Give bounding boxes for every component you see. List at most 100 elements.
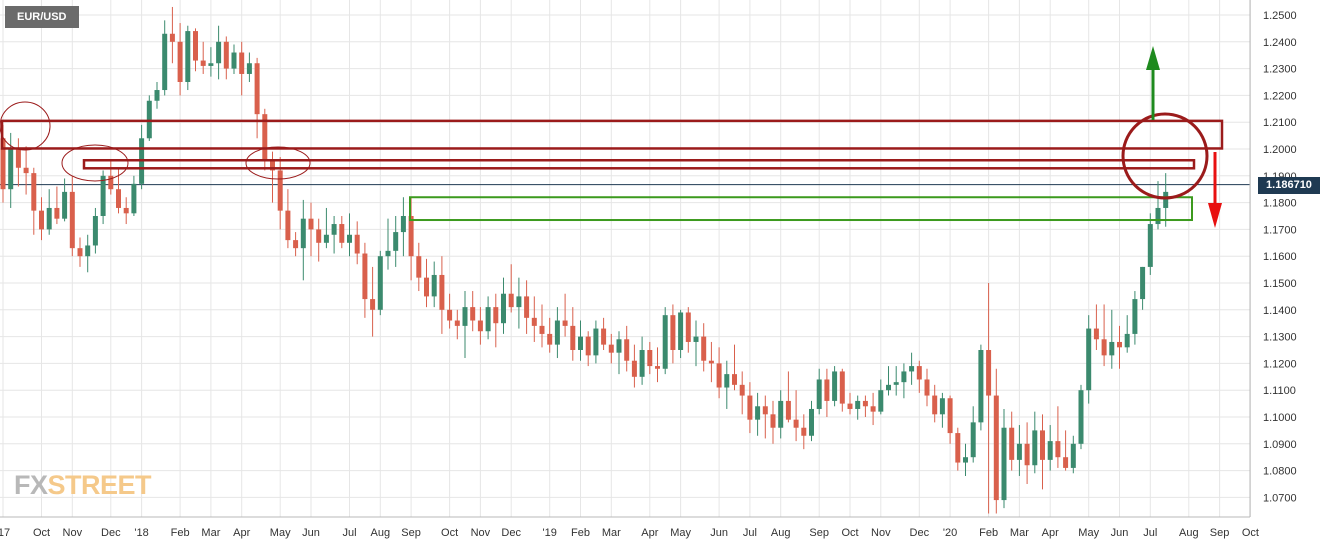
x-tick-label: Jun bbox=[302, 527, 320, 539]
x-tick-label: Feb bbox=[171, 527, 190, 539]
candle-body bbox=[277, 170, 283, 211]
y-tick-label: 1.1000 bbox=[1263, 412, 1297, 424]
candle-body bbox=[570, 325, 576, 350]
x-tick-label: Dec bbox=[501, 527, 521, 539]
candle-body bbox=[501, 293, 506, 324]
candle-body bbox=[493, 307, 499, 324]
current-price-tag: 1.186710 bbox=[1258, 177, 1320, 194]
x-tick-label: Sep bbox=[1210, 527, 1230, 539]
y-tick-label: 1.2400 bbox=[1263, 37, 1297, 49]
candle-body bbox=[308, 218, 314, 230]
candle-body bbox=[832, 371, 838, 401]
x-tick-label: Apr bbox=[1042, 527, 1059, 539]
candle-body bbox=[1070, 443, 1076, 468]
candle-body bbox=[531, 317, 537, 326]
candle-body bbox=[108, 175, 114, 190]
candle-body bbox=[1063, 457, 1069, 468]
candle-body bbox=[1155, 207, 1161, 225]
y-tick-label: 1.1700 bbox=[1263, 224, 1297, 236]
candle-body bbox=[1078, 390, 1084, 444]
candle-body bbox=[778, 400, 784, 428]
candle-body bbox=[678, 312, 684, 350]
candle-body bbox=[1032, 430, 1038, 466]
candle-body bbox=[886, 384, 891, 391]
candle-body bbox=[939, 398, 945, 415]
candle-body bbox=[524, 296, 530, 318]
candle-body bbox=[1024, 443, 1030, 466]
candle-body bbox=[824, 379, 830, 401]
candle-body bbox=[347, 234, 352, 243]
candle-body bbox=[562, 320, 568, 326]
candle-body bbox=[993, 395, 999, 501]
candle-body bbox=[154, 90, 160, 101]
x-tick-label: Aug bbox=[771, 527, 791, 539]
symbol-badge[interactable]: EUR/USD bbox=[5, 6, 79, 28]
candle-body bbox=[685, 312, 691, 342]
brand-street: STREET bbox=[47, 470, 152, 500]
candle-body bbox=[400, 216, 406, 233]
candle-body bbox=[662, 315, 668, 369]
x-tick-label: Mar bbox=[602, 527, 621, 539]
y-tick-label: 1.2000 bbox=[1263, 144, 1297, 156]
candle-body bbox=[762, 406, 768, 415]
candle-body bbox=[447, 309, 453, 321]
candle-body bbox=[208, 63, 214, 66]
y-tick-label: 1.1500 bbox=[1263, 278, 1297, 290]
y-tick-label: 1.1400 bbox=[1263, 305, 1297, 317]
candle-body bbox=[701, 336, 707, 361]
x-tick-label: '19 bbox=[543, 527, 557, 539]
x-tick-label: Oct bbox=[1242, 527, 1259, 539]
candle-body bbox=[77, 248, 83, 257]
y-tick-label: 1.2100 bbox=[1263, 117, 1297, 129]
candle-body bbox=[393, 232, 399, 251]
candle-body bbox=[593, 328, 599, 356]
x-tick-label: Aug bbox=[1179, 527, 1199, 539]
candle-body bbox=[578, 336, 583, 350]
candle-body bbox=[54, 207, 60, 219]
y-tick-label: 1.0800 bbox=[1263, 466, 1297, 478]
candle-body bbox=[1132, 299, 1138, 334]
candle-body bbox=[454, 320, 460, 326]
candle-body bbox=[1140, 266, 1146, 300]
candle-body bbox=[631, 360, 637, 377]
candle-body bbox=[370, 299, 376, 310]
candle-body bbox=[847, 403, 853, 409]
candle-body bbox=[539, 325, 545, 334]
candle-body bbox=[169, 33, 175, 42]
x-tick-label: Nov bbox=[871, 527, 891, 539]
candle-body bbox=[554, 320, 560, 345]
x-tick-label: Jul bbox=[1143, 527, 1157, 539]
candle-body bbox=[1086, 328, 1092, 391]
candle-body bbox=[131, 183, 137, 214]
annotation-layer bbox=[0, 46, 1224, 228]
candle-body bbox=[809, 408, 814, 436]
x-tick-label: Mar bbox=[201, 527, 220, 539]
y-tick-label: 1.1600 bbox=[1263, 251, 1297, 263]
candle-body bbox=[100, 175, 106, 216]
x-tick-label: Jul bbox=[743, 527, 757, 539]
support-zone bbox=[409, 196, 1193, 222]
x-tick-label: Apr bbox=[641, 527, 658, 539]
candle-body bbox=[1040, 430, 1045, 460]
candle-body bbox=[200, 60, 206, 66]
x-tick-label: Sep bbox=[401, 527, 421, 539]
candle-body bbox=[516, 296, 522, 308]
x-tick-label: Nov bbox=[63, 527, 83, 539]
brand-fx: FX bbox=[14, 470, 48, 500]
candle-body bbox=[246, 63, 252, 74]
candle-body bbox=[185, 31, 191, 82]
candle-body bbox=[1001, 427, 1007, 501]
candle-body bbox=[716, 363, 722, 388]
candle-body bbox=[878, 390, 884, 412]
candle-body bbox=[970, 422, 976, 458]
candle-body bbox=[1163, 191, 1169, 208]
candle-body bbox=[793, 419, 799, 428]
candle-body bbox=[231, 52, 237, 69]
candle-body bbox=[986, 350, 992, 396]
x-tick-label: May bbox=[670, 527, 691, 539]
y-tick-label: 1.0700 bbox=[1263, 492, 1297, 504]
candle-body bbox=[893, 382, 899, 385]
candle-body bbox=[624, 339, 630, 361]
